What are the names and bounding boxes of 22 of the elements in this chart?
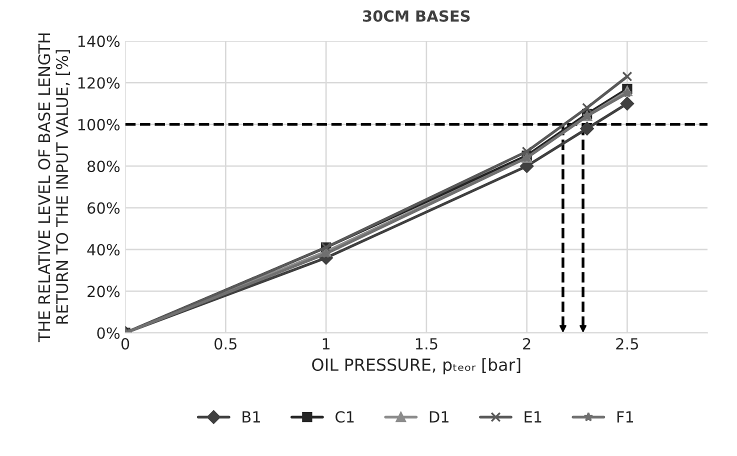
y-tick-label: 60% [88,202,120,214]
y-axis-title: THE RELATIVE LEVEL OF BASE LENGTH RETURN TO THE INPUT VALUE, [%] [38,33,70,342]
y-tick-label: 80% [88,160,120,172]
x-axis-title: OIL PRESSURE, pₜₑₒᵣ [bar] [312,358,520,374]
y-tick-label: 140% [78,36,120,48]
x-tick-label: 1.5 [416,338,438,350]
y-tick-label: 40% [87,244,120,256]
x-tick-label: 2.5 [616,338,638,350]
x-tick-label: 2 [523,338,530,350]
legend-label: C1 [336,411,354,423]
x-tick-label: 0.5 [214,338,236,350]
x-tick-label: 0 [121,338,130,350]
y-tick-label: 20% [88,286,120,298]
y-tick-label: 0% [97,327,120,339]
y-tick-label: 120% [78,77,120,89]
x-tick-label: 1 [322,338,330,350]
legend-label: B1 [242,411,260,422]
y-tick-label: 100% [78,118,120,130]
legend-label: F1 [617,411,634,422]
chart-title: 30CM BASES [362,10,470,22]
legend-label: D1 [430,411,448,422]
legend-label: E1 [524,411,542,422]
